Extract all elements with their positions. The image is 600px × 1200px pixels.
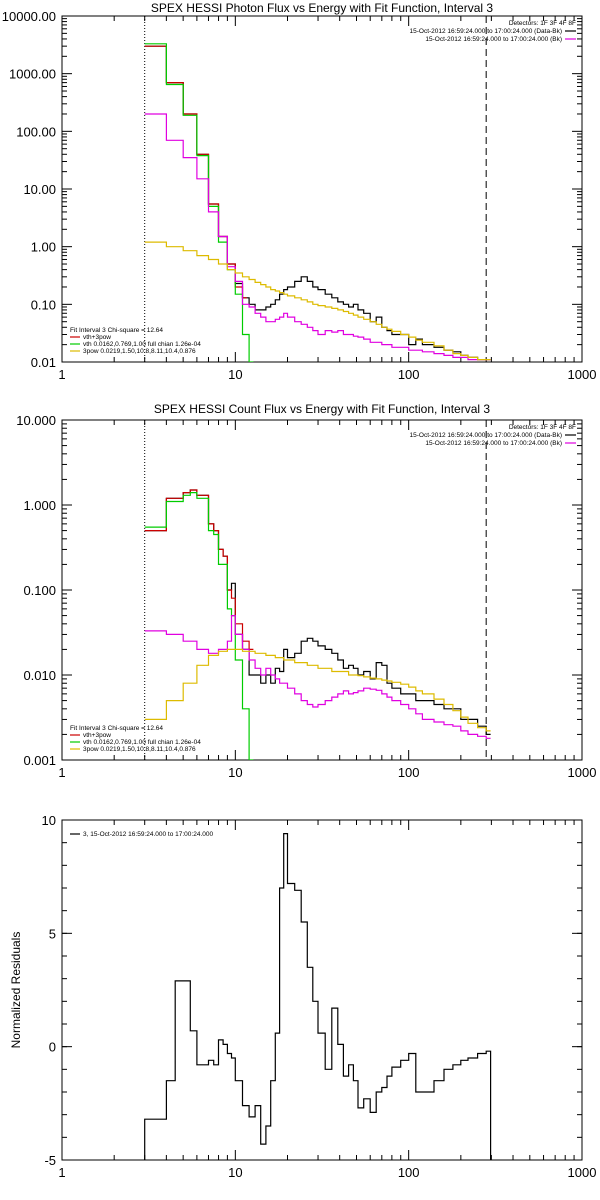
legend-entry: vth 0.0162,0.769,1.00 full chian 1.26e-0… — [83, 341, 201, 348]
x-tick-label: 1 — [58, 367, 65, 382]
legend-entry: 3pow 0.0219,1.50,10.8,8.11,10.4,0.876 — [83, 348, 196, 355]
y-tick-label: 1.00 — [31, 240, 56, 255]
legend-entry: 15-Oct-2012 16:59:24.000 to 17:00:24.000… — [410, 28, 563, 35]
chart-panel-3: 1 10 100 1000 -5 0 5 10 Normalized Residuals 3, 1… — [9, 813, 596, 1180]
y-tick-label: 10.000 — [16, 413, 56, 428]
x-tick-label: 100 — [398, 367, 420, 382]
x-tick-label: 1000 — [568, 1165, 597, 1180]
x-tick-label: 10 — [228, 1165, 242, 1180]
y-tick-label: 10.00 — [23, 182, 56, 197]
series-line-4 — [144, 113, 491, 361]
y-tick-label: 100.00 — [16, 124, 56, 139]
legend-entry: vth+3pow — [83, 732, 111, 739]
y-tick-label: -5 — [44, 1153, 56, 1168]
series-line-2 — [144, 489, 254, 650]
x-tick-label: 10 — [228, 765, 242, 780]
legend-entry: 15-Oct-2012 16:59:24.000 to 17:00:24.000… — [425, 440, 562, 447]
series-line-1 — [144, 489, 491, 735]
chart-title: SPEX HESSI Photon Flux vs Energy with Fi… — [151, 1, 493, 15]
series-line-2 — [144, 45, 247, 299]
x-tick-label: 1 — [58, 1165, 65, 1180]
series-line-3 — [144, 492, 254, 760]
legend-entry: 3, 15-Oct-2012 16:59:24.000 to 17:00:24.… — [83, 831, 213, 838]
series-line-1 — [144, 833, 492, 1160]
y-tick-label: 0.001 — [23, 753, 56, 768]
plot-frame — [61, 15, 583, 363]
series-line-3 — [144, 43, 254, 362]
series-line-4 — [144, 615, 491, 739]
y-tick-label: 0.010 — [23, 668, 56, 683]
series-line-5 — [144, 648, 491, 732]
x-tick-label: 1 — [58, 765, 65, 780]
y-tick-label: 10 — [42, 813, 56, 828]
y-tick-label: 0 — [49, 1040, 56, 1055]
series-line-5 — [144, 241, 491, 361]
y-tick-label: 1.000 — [23, 498, 56, 513]
plot-frame — [61, 419, 583, 761]
legend-entry: 3pow 0.0219,1.50,10.8,8.11,10.4,0.876 — [83, 746, 196, 753]
series-line-1 — [144, 45, 491, 361]
y-tick-label: 1000.00 — [9, 67, 56, 82]
y-tick-label: 0.10 — [31, 297, 56, 312]
legend-entry: 15-Oct-2012 16:59:24.000 to 17:00:24.000… — [410, 432, 563, 439]
y-tick-label: 0.01 — [31, 355, 56, 370]
legend-entry: 15-Oct-2012 16:59:24.000 to 17:00:24.000… — [425, 36, 562, 43]
legend-header-left: Fit Interval 3 Chi-square = 12.64 — [70, 327, 163, 334]
x-tick-label: 100 — [398, 765, 420, 780]
legend-entry: vth 0.0162,0.769,1.00 full chian 1.26e-0… — [83, 739, 201, 746]
y-tick-label: 5 — [49, 926, 56, 941]
x-tick-label: 10 — [228, 367, 242, 382]
x-tick-label: 1000 — [568, 367, 597, 382]
legend-header-right: Detectors: 1F 3F 4F 8F — [509, 424, 576, 431]
chart-panel-1: SPEX HESSI Photon Flux vs Energy with Fi… — [2, 1, 597, 382]
chart-panel-2: SPEX HESSI Count Flux vs Energy with Fit… — [16, 402, 596, 780]
legend-entry: vth+3pow — [83, 334, 111, 341]
legend-header-right: Detectors: 1F 3F 4F 8F — [509, 20, 576, 27]
x-tick-label: 1000 — [568, 765, 597, 780]
plot-frame — [61, 819, 583, 1161]
legend-header-left: Fit Interval 3 Chi-square = 12.64 — [70, 725, 163, 732]
x-tick-label: 100 — [398, 1165, 420, 1180]
y-tick-label: 10000.00 — [2, 9, 56, 24]
chart-title: SPEX HESSI Count Flux vs Energy with Fit… — [154, 402, 490, 416]
y-axis-label: Normalized Residuals — [9, 932, 23, 1049]
y-tick-label: 0.100 — [23, 583, 56, 598]
